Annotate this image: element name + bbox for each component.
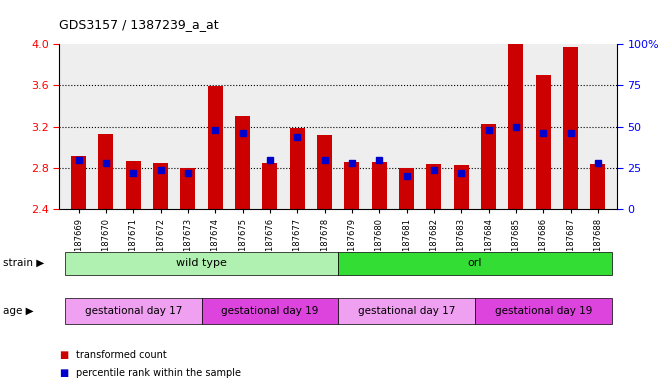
Bar <box>180 168 195 209</box>
Text: gestational day 17: gestational day 17 <box>84 306 182 316</box>
Text: gestational day 19: gestational day 19 <box>494 306 592 316</box>
Text: ■: ■ <box>59 368 69 378</box>
Text: ■: ■ <box>59 350 69 360</box>
Text: orl: orl <box>468 258 482 268</box>
Text: percentile rank within the sample: percentile rank within the sample <box>76 368 241 378</box>
Bar <box>125 161 141 209</box>
Bar <box>372 162 387 209</box>
Bar <box>98 134 114 209</box>
Bar <box>345 162 360 209</box>
Bar <box>208 86 222 209</box>
Bar <box>536 75 551 209</box>
Bar <box>235 116 250 209</box>
Text: strain ▶: strain ▶ <box>3 258 44 268</box>
Bar <box>563 47 578 209</box>
Text: wild type: wild type <box>176 258 227 268</box>
Bar <box>481 124 496 209</box>
Bar <box>263 163 277 209</box>
Bar <box>426 164 442 209</box>
Bar <box>290 128 305 209</box>
Text: GDS3157 / 1387239_a_at: GDS3157 / 1387239_a_at <box>59 18 219 31</box>
Bar <box>591 164 605 209</box>
Bar <box>454 165 469 209</box>
Bar <box>399 168 414 209</box>
Text: gestational day 17: gestational day 17 <box>358 306 455 316</box>
Text: transformed count: transformed count <box>76 350 166 360</box>
Text: age ▶: age ▶ <box>3 306 34 316</box>
Bar <box>317 135 332 209</box>
Bar <box>153 163 168 209</box>
Text: gestational day 19: gestational day 19 <box>221 306 319 316</box>
Bar <box>508 44 523 209</box>
Bar <box>71 156 86 209</box>
